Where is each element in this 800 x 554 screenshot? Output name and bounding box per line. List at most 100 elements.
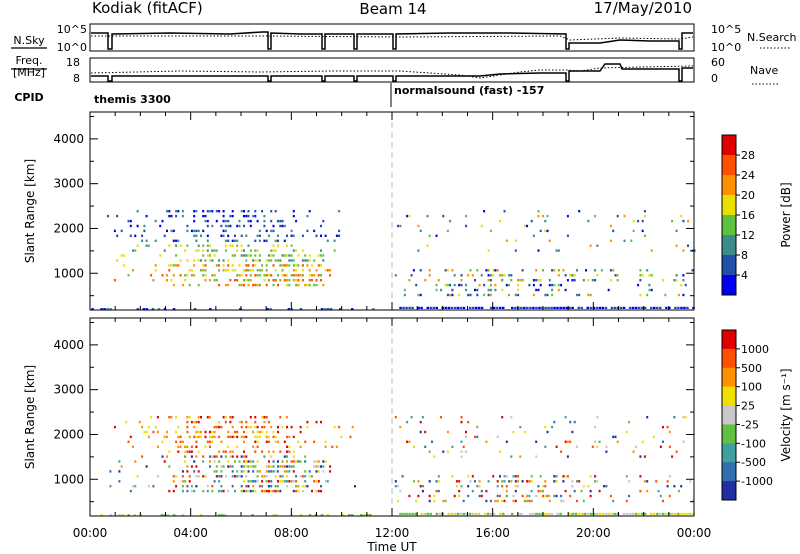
data-cell [215,219,218,223]
data-cell [501,288,504,292]
data-cell [406,214,409,218]
data-cell [437,475,440,478]
colorbar-tick-label: 12 [741,229,755,242]
data-cell [616,214,619,218]
data-cell [236,435,239,439]
data-cell [317,470,320,473]
data-cell [557,249,560,252]
data-cell [465,430,467,434]
data-cell [234,460,236,463]
data-cell [218,489,221,493]
data-cell [261,489,264,493]
colorbar-tick-label: 8 [741,249,748,262]
data-cell [639,455,642,458]
data-cell [220,489,223,493]
data-cell [247,460,250,463]
data-cell [263,420,266,424]
data-cell [249,465,252,468]
data-cell [553,494,556,498]
data-cell [227,224,230,228]
data-cell [501,480,504,483]
data-cell [177,210,180,213]
data-cell [195,420,198,424]
data-cell [209,430,211,434]
near-range-cell [91,308,94,311]
data-cell [195,440,198,443]
data-cell [256,283,259,287]
data-cell [277,460,279,463]
data-cell [175,264,178,267]
data-cell [548,494,551,498]
near-range-cell [287,308,291,311]
data-cell [274,475,277,478]
data-cell [313,440,316,443]
data-cell [530,475,533,478]
noise-sky-trace [91,31,693,50]
data-cell [263,416,266,419]
data-cell [503,480,506,483]
data-cell [252,465,255,468]
data-cell [247,425,250,429]
data-cell [197,470,200,473]
data-cell [247,264,250,267]
data-cell [535,288,538,292]
data-cell [455,480,458,483]
data-cell [499,274,501,277]
data-cell [329,470,332,473]
data-cell [254,214,257,218]
freq-label-line2: [MHz] [13,66,45,79]
data-cell [666,425,669,429]
data-cell [573,279,576,282]
data-cell [177,445,180,448]
data-cell [166,430,168,434]
data-cell [243,224,245,228]
data-cell [247,465,250,468]
data-cell [279,279,282,282]
data-cell [170,229,173,233]
data-cell [245,425,248,429]
data-cell [315,465,318,468]
near-range-cell [366,514,369,517]
data-cell [231,475,234,478]
y-tick-label: 3000 [53,177,84,191]
data-cell [113,279,116,282]
data-cell [564,416,567,419]
data-cell [290,254,293,257]
near-range-cell [535,306,538,309]
data-cell [240,435,243,439]
data-cell [256,435,259,439]
data-cell [514,489,517,493]
data-cell [283,465,286,468]
data-cell [315,480,318,483]
power-data-cells [91,210,696,311]
data-cell [467,475,470,478]
data-cell [152,485,155,488]
data-cell [186,259,189,262]
near-range-cell [511,512,514,515]
data-cell [290,480,293,483]
data-cell [168,416,171,419]
data-cell [295,249,298,252]
data-cell [297,440,300,443]
data-cell [184,279,187,282]
near-range-cell [435,512,438,515]
data-cell [539,489,542,493]
data-cell [270,229,273,233]
data-cell [399,489,402,493]
data-cell [224,455,227,458]
data-cell [272,460,275,463]
data-cell [403,288,406,292]
data-cell [546,214,549,218]
near-range-cell [674,512,677,515]
data-cell [258,254,261,257]
near-range-cell [538,306,541,309]
data-cell [200,430,202,434]
x-tick-label: 00:00 [677,526,712,540]
data-cell [184,460,187,463]
data-cell [394,416,397,419]
data-cell [238,224,241,228]
data-cell [254,465,257,468]
data-cell [258,234,261,237]
data-cell [308,269,311,272]
data-cell [274,269,277,272]
